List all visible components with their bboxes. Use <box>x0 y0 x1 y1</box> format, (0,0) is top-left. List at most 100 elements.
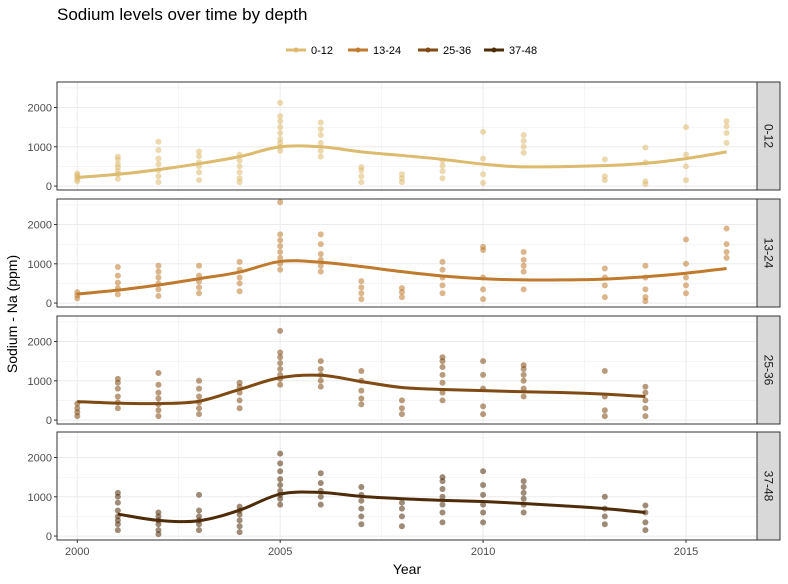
data-point-0-12 <box>155 161 162 168</box>
data-point-0-12 <box>439 168 446 175</box>
facet-strip-label-25-36: 25-36 <box>762 355 776 386</box>
smooth-line-25-36 <box>77 373 646 406</box>
data-point-13-24 <box>480 243 487 250</box>
data-point-0-12 <box>723 130 730 137</box>
data-point-25-36 <box>480 411 487 418</box>
data-point-25-36 <box>155 389 162 396</box>
data-point-25-36 <box>601 413 608 420</box>
data-point-13-24 <box>520 256 527 263</box>
legend-label-0-12: 0-12 <box>311 45 333 57</box>
data-point-25-36 <box>317 377 324 384</box>
data-point-0-12 <box>520 143 527 150</box>
x-axis: 2000 2005 2010 2015 <box>65 540 698 558</box>
data-point-13-24 <box>480 296 487 303</box>
data-point-0-12 <box>277 135 284 142</box>
data-point-0-12 <box>74 170 81 177</box>
data-point-37-48 <box>196 513 203 520</box>
data-point-0-12 <box>317 119 324 126</box>
data-point-37-48 <box>114 527 121 534</box>
y-tick-label: 2000 <box>28 337 52 349</box>
data-point-37-48 <box>398 523 405 530</box>
data-point-0-12 <box>642 178 649 185</box>
data-point-13-24 <box>682 236 689 243</box>
x-tick-label: 2000 <box>65 546 89 558</box>
data-point-25-36 <box>642 397 649 404</box>
data-point-13-24 <box>155 293 162 300</box>
data-point-37-48 <box>277 501 284 508</box>
data-point-0-12 <box>277 118 284 125</box>
legend-key-point-0-12 <box>293 47 299 53</box>
facet-strip-label-13-24: 13-24 <box>762 238 776 269</box>
data-point-13-24 <box>642 294 649 301</box>
data-point-13-24 <box>723 254 730 261</box>
data-point-13-24 <box>277 199 284 206</box>
data-point-0-12 <box>723 139 730 146</box>
data-point-13-24 <box>358 296 365 303</box>
data-point-13-24 <box>398 294 405 301</box>
data-point-0-12 <box>439 175 446 182</box>
data-point-37-48 <box>642 527 649 534</box>
data-point-13-24 <box>520 286 527 293</box>
facet-strip <box>756 198 781 308</box>
data-point-37-48 <box>236 523 243 530</box>
data-point-0-12 <box>277 124 284 131</box>
data-point-13-24 <box>642 262 649 269</box>
data-point-37-48 <box>317 501 324 508</box>
y-tick-label: 0 <box>46 181 52 193</box>
legend-label-13-24: 13-24 <box>373 45 401 57</box>
data-point-25-36 <box>277 366 284 373</box>
data-point-25-36 <box>358 367 365 374</box>
data-point-37-48 <box>196 527 203 534</box>
data-point-37-48 <box>398 499 405 506</box>
data-point-37-48 <box>480 501 487 508</box>
data-point-0-12 <box>155 155 162 162</box>
data-point-37-48 <box>520 509 527 516</box>
data-point-13-24 <box>480 286 487 293</box>
data-point-25-36 <box>520 362 527 369</box>
data-point-25-36 <box>236 379 243 386</box>
data-point-0-12 <box>682 124 689 131</box>
data-point-37-48 <box>480 482 487 489</box>
data-point-25-36 <box>277 354 284 361</box>
data-point-13-24 <box>277 237 284 244</box>
data-point-37-48 <box>317 480 324 487</box>
data-point-25-36 <box>196 411 203 418</box>
data-point-25-36 <box>398 397 405 404</box>
data-point-37-48 <box>439 501 446 508</box>
data-point-37-48 <box>277 450 284 457</box>
y-tick-label: 2000 <box>28 453 52 465</box>
data-point-13-24 <box>277 266 284 273</box>
x-tick-label: 2015 <box>674 546 698 558</box>
y-tick-label: 2000 <box>28 103 52 115</box>
data-point-13-24 <box>155 268 162 275</box>
data-point-25-36 <box>114 393 121 400</box>
data-point-25-36 <box>236 397 243 404</box>
data-point-25-36 <box>520 371 527 378</box>
data-point-13-24 <box>520 249 527 256</box>
data-point-0-12 <box>236 163 243 170</box>
data-point-37-48 <box>114 489 121 496</box>
data-point-37-48 <box>642 519 649 526</box>
data-point-37-48 <box>277 482 284 489</box>
data-point-25-36 <box>480 358 487 365</box>
data-point-25-36 <box>439 354 446 361</box>
panel-0-12: 0 1000 2000 0-12 <box>28 81 781 193</box>
data-point-37-48 <box>196 491 203 498</box>
data-point-0-12 <box>601 156 608 163</box>
data-point-37-48 <box>520 478 527 485</box>
data-point-37-48 <box>439 474 446 481</box>
data-point-13-24 <box>317 262 324 269</box>
data-point-37-48 <box>358 497 365 504</box>
data-point-37-48 <box>196 507 203 514</box>
data-point-13-24 <box>601 265 608 272</box>
data-point-13-24 <box>114 291 121 298</box>
data-point-25-36 <box>642 389 649 396</box>
data-point-37-48 <box>480 509 487 516</box>
data-point-0-12 <box>601 173 608 180</box>
data-point-37-48 <box>520 495 527 502</box>
data-point-13-24 <box>601 294 608 301</box>
data-point-13-24 <box>723 249 730 256</box>
data-point-25-36 <box>196 377 203 384</box>
data-point-37-48 <box>317 493 324 500</box>
